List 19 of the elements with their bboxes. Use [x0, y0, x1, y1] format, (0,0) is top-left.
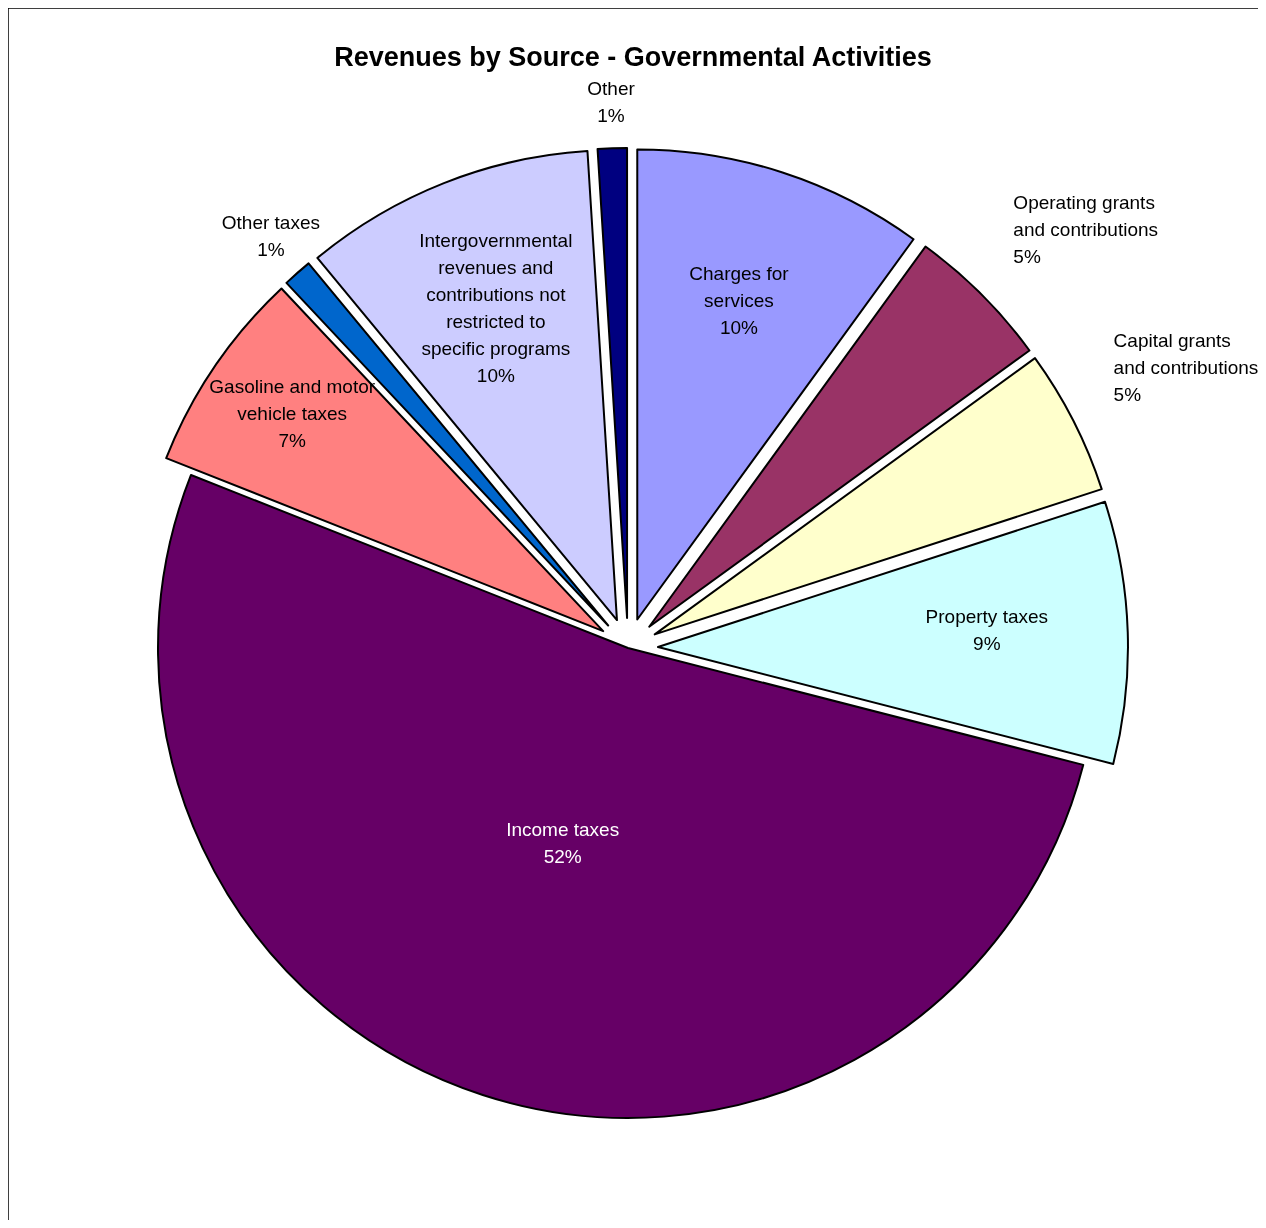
- data-label: 1%: [257, 239, 285, 261]
- slice-label: Other: [587, 77, 636, 99]
- data-label: 5%: [1013, 245, 1041, 267]
- slice-label: Income taxes: [506, 818, 620, 840]
- data-label: 10%: [476, 364, 515, 386]
- slice-label: Charges for services: [689, 262, 790, 311]
- data-label: 52%: [543, 845, 582, 867]
- slice-label: Intergovernmental revenues and contributions not restricted to specific programs: [419, 229, 573, 359]
- data-label: 1%: [597, 104, 625, 126]
- data-label: 7%: [278, 429, 307, 451]
- slice-label: Property taxes: [925, 606, 1049, 628]
- slice-label: Capital grants and contributions: [1113, 329, 1259, 378]
- slice-label: Operating grants and contributions: [1013, 191, 1159, 240]
- data-label: 10%: [719, 316, 759, 338]
- data-label: 5%: [1113, 383, 1142, 405]
- data-label: 9%: [973, 633, 1001, 655]
- slice-label: Other taxes: [221, 212, 320, 234]
- slice-label: Gasoline and motor vehicle taxes: [209, 375, 376, 424]
- chart-title: Revenues by Source - Governmental Activities: [334, 42, 932, 72]
